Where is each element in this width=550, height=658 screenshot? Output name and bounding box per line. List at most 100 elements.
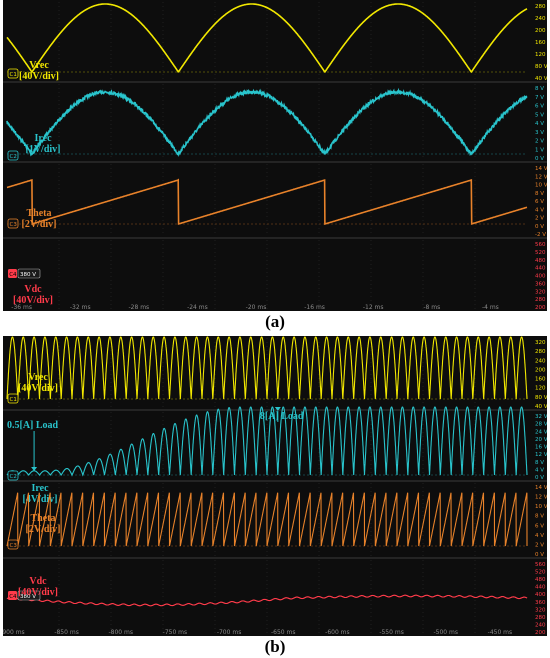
channel-tick-label: 160 V — [535, 377, 547, 383]
channel-tick-label: 400 V — [535, 592, 547, 598]
time-tick-label: -900 ms — [3, 629, 25, 636]
channel-tick-label: 80 V — [535, 395, 547, 401]
channel-c3-a: 14 V 12 V 10 V 8 V 6 V 4 V 2 V 0 V -2 V C3 Theta[2… — [3, 161, 547, 238]
channel-tick-label: 28 V — [535, 422, 547, 428]
channel-tick-label: 7 V — [535, 95, 544, 101]
channel-tick-label: 14 V — [535, 166, 547, 172]
time-tick-label: -850 ms — [54, 629, 79, 636]
channel-tick-label: 6 V — [535, 199, 544, 205]
channel-scale: [40V/div] — [19, 71, 59, 82]
channel-name: Irec — [34, 133, 52, 144]
channel-tick-label: 200 V — [535, 630, 547, 636]
channel-scale: [2V/div] — [22, 219, 57, 230]
channel-tick-label: 5 V — [535, 112, 544, 118]
channel-tick-label: 480 V — [535, 577, 547, 583]
channel-tick-label: 4 V — [535, 533, 544, 539]
channel-c2-a: 8 V 7 V 6 V 5 V 4 V 3 V 2 V 1 V 0 V C2 Irec[1V/div… — [3, 81, 547, 162]
channel-name: Irec — [31, 483, 49, 494]
channel-tick-label: 520 V — [535, 570, 547, 576]
channel-tick-label: 360 V — [535, 600, 547, 606]
panel-label-b: (b) — [264, 637, 286, 656]
channel-badge: C3 — [10, 543, 18, 549]
time-tick-label: -12 ms — [363, 304, 384, 311]
time-tick-label: -650 ms — [271, 629, 296, 636]
panel-label-a: (a) — [265, 312, 285, 331]
time-tick-label: -16 ms — [304, 304, 325, 311]
channel-tick-label: 320 V — [535, 607, 547, 613]
load-annotation: 8[A] Load — [260, 411, 304, 422]
channel-tick-label: 560 V — [535, 242, 547, 248]
channel-tick-label: 16 V — [535, 445, 547, 451]
waveform-theta — [6, 178, 528, 226]
channel-tick-label: 0 V — [535, 475, 544, 481]
time-tick-label: -28 ms — [128, 304, 149, 311]
channel-tick-label: 440 V — [535, 266, 547, 272]
channel-badge: C2 — [10, 154, 17, 160]
channel-tick-label: 24 V — [535, 429, 547, 435]
channel-tick-label: 32 V — [535, 414, 547, 420]
channel-scale: [4V/div] — [23, 494, 58, 505]
channel-tick-label: -2 V — [535, 232, 546, 238]
channel-tick-label: 14 V — [535, 485, 547, 491]
time-axis-a: -36 ms -32 ms -28 ms -24 ms -20 ms -16 ms -12 … — [11, 304, 499, 311]
channel-tick-label: 280 V — [535, 349, 547, 355]
channel-tick-label: 440 V — [535, 585, 547, 591]
waveform-theta — [6, 492, 528, 547]
channel-tick-label: 12 V — [535, 452, 547, 458]
channel-tick-label: 320 V — [535, 340, 547, 346]
time-tick-label: -32 ms — [70, 304, 91, 311]
level-readout: 380 V — [20, 272, 36, 278]
channel-tick-label: 200 V — [535, 367, 547, 373]
channel-tick-label: 240 V — [535, 622, 547, 628]
channel-tick-label: 4 V — [535, 121, 544, 127]
channel-tick-label: 0 V — [535, 156, 544, 162]
load-annotation: 0.5[A] Load — [7, 420, 59, 431]
oscilloscope-panel-b: 320 V280 V240 V200 V160 V120 V80 V40 VC1… — [3, 336, 547, 636]
scope-screen-b: 320 V280 V240 V200 V160 V120 V80 V40 VC1… — [3, 336, 547, 636]
channel-tick-label: 40 V — [535, 404, 547, 410]
channel-tick-label: 200 V — [535, 28, 547, 34]
channel-tick-label: 8 V — [535, 460, 544, 466]
channel-tick-label: 2 V — [535, 216, 544, 222]
channel-tick-label: 200 V — [535, 305, 547, 311]
channel-tick-label: 240 V — [535, 16, 547, 22]
oscilloscope-panel-a: 280 V240 V200 V160 V120 V80 V40 VC1Vrec[… — [3, 0, 547, 311]
channel-tick-label: 360 V — [535, 281, 547, 287]
level-readout: 380 V — [20, 594, 36, 600]
time-tick-label: -20 ms — [246, 304, 267, 311]
time-tick-label: -500 ms — [434, 629, 459, 636]
channel-name: Vdc — [29, 576, 47, 587]
time-tick-label: -700 ms — [217, 629, 242, 636]
channel-badge: C1 — [10, 72, 17, 78]
time-tick-label: -750 ms — [163, 629, 188, 636]
channel-scale: [2V/div] — [26, 524, 61, 535]
channel-tick-label: 480 V — [535, 258, 547, 264]
channel-tick-label: 8 V — [535, 86, 544, 92]
channel-tick-label: 4 V — [535, 207, 544, 213]
channel-tick-label: 10 V — [535, 504, 547, 510]
channel-tick-label: 0 V — [535, 552, 544, 558]
channel-tick-label: 12 V — [535, 495, 547, 501]
channel-tick-label: 1 V — [535, 147, 544, 153]
channel-tick-label: 12 V — [535, 174, 547, 180]
time-tick-label: -800 ms — [109, 629, 134, 636]
channel-c3-b: 14 V 12 V 10 V 8 V 6 V 4 V 2 V 0 V C3 Theta[2V/di… — [3, 480, 547, 558]
channel-c1-b: 320 V 280 V 240 V 200 V 160 V 120 V 80 V 40 V C1… — [6, 336, 547, 410]
channel-tick-label: 160 V — [535, 40, 547, 46]
waveform-vrec — [6, 336, 528, 400]
channel-name: Vrec — [29, 60, 49, 71]
waveform-vrec — [6, 3, 528, 74]
channel-scale: [1V/div] — [26, 144, 61, 155]
channel-tick-label: 240 V — [535, 358, 547, 364]
channel-tick-label: 8 V — [535, 514, 544, 520]
channel-badge: C2 — [10, 474, 17, 480]
time-tick-label: -4 ms — [482, 304, 499, 311]
channel-scale: [40V/div] — [18, 383, 58, 394]
channel-tick-label: 10 V — [535, 183, 547, 189]
channel-badge: C3 — [10, 222, 18, 228]
time-tick-label: -24 ms — [187, 304, 208, 311]
time-tick-label: -450 ms — [488, 629, 513, 636]
channel-tick-label: 320 V — [535, 289, 547, 295]
channel-tick-label: 4 V — [535, 467, 544, 473]
channel-name: Vdc — [24, 284, 42, 295]
